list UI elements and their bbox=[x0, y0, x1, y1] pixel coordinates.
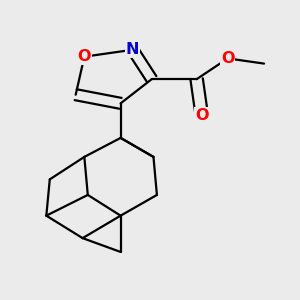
Text: O: O bbox=[195, 108, 208, 123]
Text: O: O bbox=[221, 51, 235, 66]
Text: N: N bbox=[126, 42, 140, 57]
Text: O: O bbox=[78, 49, 91, 64]
